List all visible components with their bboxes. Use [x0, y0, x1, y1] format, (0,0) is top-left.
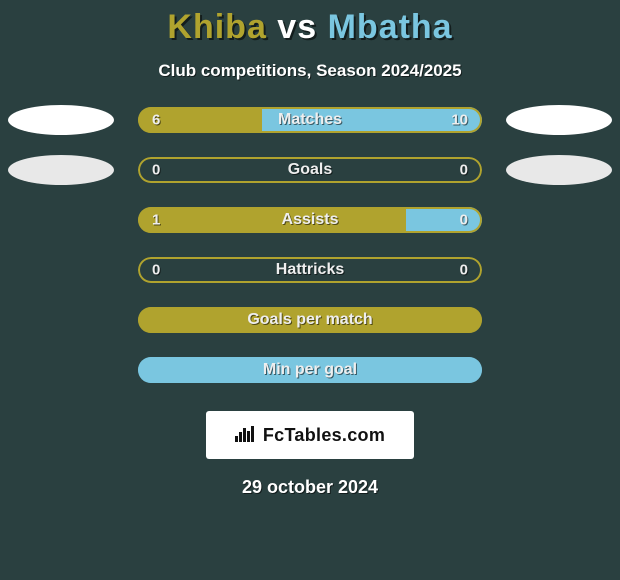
stat-value-player1: 0 — [152, 162, 160, 179]
segment-player1 — [138, 207, 406, 233]
team-badge-left — [8, 105, 114, 135]
stat-bar-goals: Goals 0 0 — [138, 157, 482, 183]
stat-label: Assists — [282, 211, 339, 229]
stat-value-player2: 0 — [460, 212, 468, 229]
stat-bar-matches: Matches 6 10 — [138, 107, 482, 133]
stat-value-player1: 6 — [152, 112, 160, 129]
branding-banner[interactable]: FcTables.com — [206, 411, 414, 459]
team-badge-right — [506, 105, 612, 135]
team-badge-right — [506, 155, 612, 185]
comparison-card: Khiba vs Mbatha Club competitions, Seaso… — [0, 0, 620, 498]
title-player1: Khiba — [167, 8, 266, 46]
stat-value-player2: 10 — [451, 112, 468, 129]
stats-list: Matches610Goals00Assists10Hattricks00Goa… — [8, 105, 612, 405]
badge-spacer — [506, 355, 612, 385]
badge-spacer — [506, 255, 612, 285]
stat-bar-min_per_goal: Min per goal — [138, 357, 482, 383]
badge-spacer — [506, 305, 612, 335]
stat-row-goals: Goals 0 0 — [8, 155, 612, 185]
stat-label: Min per goal — [263, 361, 357, 379]
segment-player2 — [406, 207, 482, 233]
team-badge-left — [8, 155, 114, 185]
stat-row-assists: Assists 1 0 — [8, 205, 612, 235]
branding-text: FcTables.com — [235, 424, 385, 447]
title-player2: Mbatha — [328, 8, 453, 46]
stat-value-player1: 1 — [152, 212, 160, 229]
stat-value-player2: 0 — [460, 262, 468, 279]
badge-spacer — [8, 305, 114, 335]
stat-row-goals_per_match: Goals per match — [8, 305, 612, 335]
title-vs: vs — [267, 8, 328, 46]
page-title: Khiba vs Mbatha — [167, 8, 452, 47]
stat-label: Matches — [278, 111, 342, 129]
stat-bar-hattricks: Hattricks 0 0 — [138, 257, 482, 283]
subtitle: Club competitions, Season 2024/2025 — [158, 61, 461, 81]
stat-value-player2: 0 — [460, 162, 468, 179]
badge-spacer — [506, 205, 612, 235]
stat-bar-goals_per_match: Goals per match — [138, 307, 482, 333]
badge-spacer — [8, 355, 114, 385]
date-label: 29 october 2024 — [242, 477, 378, 498]
stat-row-matches: Matches 6 10 — [8, 105, 612, 135]
stat-label: Goals per match — [247, 311, 372, 329]
badge-spacer — [8, 255, 114, 285]
stat-row-hattricks: Hattricks 0 0 — [8, 255, 612, 285]
bars-icon — [235, 424, 257, 447]
branding-label: FcTables.com — [263, 425, 385, 446]
stat-value-player1: 0 — [152, 262, 160, 279]
stat-bar-assists: Assists 1 0 — [138, 207, 482, 233]
stat-row-min_per_goal: Min per goal — [8, 355, 612, 385]
stat-label: Hattricks — [276, 261, 344, 279]
stat-label: Goals — [288, 161, 332, 179]
badge-spacer — [8, 205, 114, 235]
